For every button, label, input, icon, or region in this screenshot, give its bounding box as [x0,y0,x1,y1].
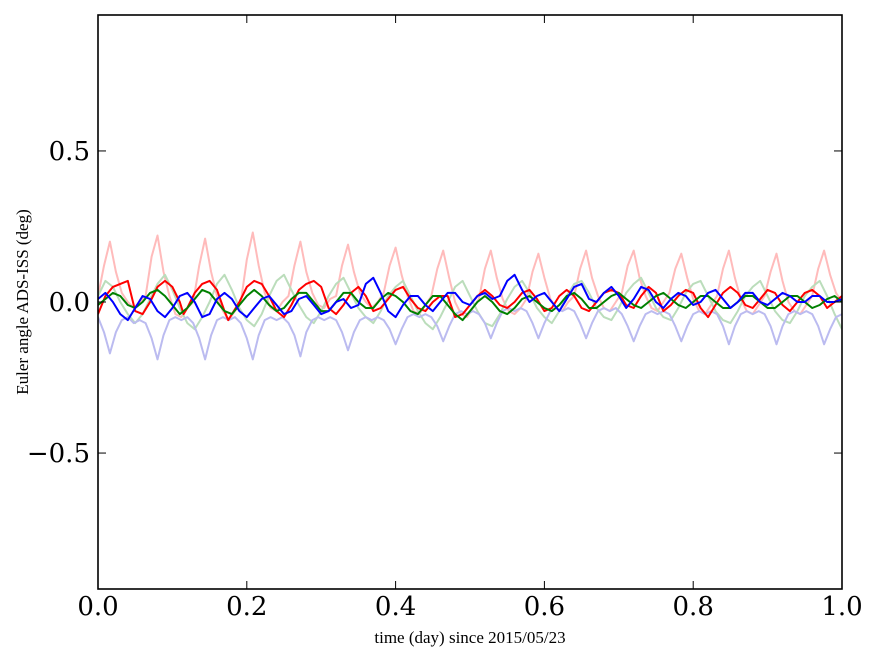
series-line-4 [98,288,842,322]
y-tick-label: −0.5 [27,439,90,469]
y-tick-label: 0.0 [49,288,90,318]
x-tick-label: 0.2 [226,592,267,622]
plot-area [98,231,842,361]
y-axis-ticks: −0.5 0.0 0.5 [27,137,842,469]
y-tick-label: 0.5 [49,137,90,167]
x-axis-label: time (day) since 2015/05/23 [374,628,565,647]
x-axis-ticks: 0.0 0.2 0.4 0.6 0.8 1.0 [77,15,863,622]
x-tick-label: 0.0 [77,592,118,622]
series-line-1 [98,273,842,331]
x-tick-label: 0.6 [524,592,565,622]
y-axis-label: Euler angle ADS-ISS (deg) [13,209,32,395]
x-tick-label: 0.4 [375,592,416,622]
series-line-5 [98,273,842,322]
series-line-2 [98,307,842,361]
x-tick-label: 1.0 [821,592,862,622]
x-tick-label: 0.8 [673,592,714,622]
plot-frame [97,14,843,590]
series-line-3 [98,279,842,322]
